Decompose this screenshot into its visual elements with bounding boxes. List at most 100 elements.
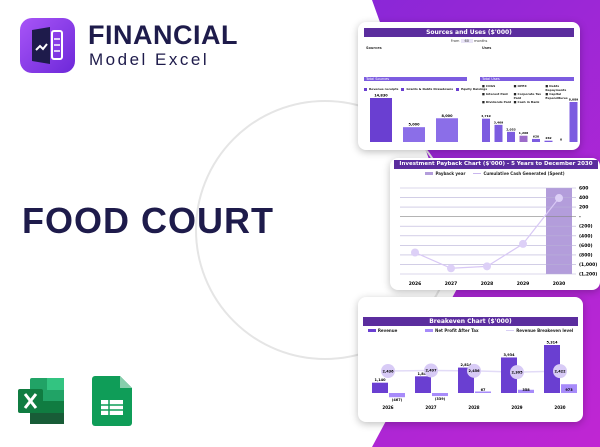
bar-label: 2,053	[506, 127, 516, 131]
from-value[interactable]: 60	[460, 39, 473, 43]
legend-item: Grants & Debts Drawdowns	[401, 87, 453, 91]
bar-label: (467)	[392, 398, 403, 402]
legend-label: Payback year	[435, 171, 466, 176]
bar-label: 2,814	[460, 363, 472, 367]
payback-chart: 600 400 200 - (200) (400) (600) (800) (1,000) (1,…	[400, 186, 597, 287]
breakeven-label: 2,436	[382, 369, 394, 373]
revenue-bar	[544, 345, 560, 393]
use-bar	[494, 124, 503, 142]
profit-bar	[475, 391, 491, 393]
breakeven-card: Breakeven Chart ($'000) Revenue Net Prof…	[358, 297, 583, 422]
legend-item: Equity Raisings	[456, 87, 487, 91]
sources-label: Sources	[366, 46, 382, 50]
profit-bar	[518, 389, 534, 393]
breakeven-point	[424, 363, 438, 378]
bar-label: 8,000	[441, 114, 453, 118]
source-bar	[403, 127, 425, 142]
bar-label: 8,089	[569, 98, 579, 102]
legend-label: Revenue Breakeven level	[516, 328, 574, 333]
bar-label: 3,469	[494, 120, 504, 124]
revenue-bar	[501, 357, 517, 393]
breakeven-label: 2,305	[511, 370, 523, 374]
y-tick-label: 400	[579, 195, 588, 201]
legend-label: Net Profit After Tax	[434, 328, 479, 333]
breakeven-label: 2,497	[425, 369, 437, 373]
bar-label: 67	[481, 388, 486, 392]
source-bar	[370, 98, 392, 142]
use-bar	[507, 131, 515, 142]
y-tick-label: (200)	[579, 224, 593, 230]
legend-swatch	[424, 329, 433, 332]
bar-label: 620	[533, 134, 539, 138]
y-tick-label: -	[579, 215, 581, 220]
bar-label: 0	[560, 138, 562, 142]
use-bar	[569, 102, 578, 142]
legend-item: Revenue receipts	[364, 87, 398, 91]
breakeven-point	[553, 364, 567, 379]
use-bar	[482, 118, 490, 142]
profit-bar	[389, 393, 405, 398]
use-bar	[519, 135, 528, 142]
bar-label: 262	[545, 136, 551, 140]
bar-label: 14,830	[374, 94, 388, 98]
legend-item: ■ Dividends Paid	[482, 100, 511, 104]
brand-name: FINANCIAL	[88, 20, 238, 50]
data-point	[555, 194, 563, 203]
y-tick-label: (1,200)	[579, 272, 597, 278]
breakeven-title: Breakeven Chart ($'000)	[363, 317, 578, 326]
profit-bar	[561, 384, 577, 393]
x-tick-label: 2027	[425, 405, 436, 410]
data-point	[483, 262, 491, 271]
x-tick-label: 2026	[382, 405, 393, 410]
bar-label: 1,140	[374, 378, 386, 382]
breakeven-legend: Revenue Net Profit After Tax Revenue Bre…	[358, 328, 583, 333]
legend-item: ■ COGS	[482, 84, 496, 88]
y-tick-label: (800)	[579, 252, 593, 258]
data-point	[447, 264, 455, 273]
uses-legend: ■ COGS ■ OPEX ■ Debts Repayments ■ Interest…	[482, 84, 577, 104]
logo-icon	[20, 18, 75, 73]
months-label: months	[474, 39, 488, 43]
payback-year-bar	[546, 188, 572, 274]
x-tick-label: 2028	[468, 405, 479, 410]
bar-label: 4,719	[481, 114, 491, 118]
sources-uses-title: Sources and Uses ($'000)	[364, 28, 574, 37]
x-tick-label: 2029	[511, 405, 522, 410]
x-tick-label: 2028	[481, 281, 494, 287]
from-label: From	[450, 39, 460, 43]
bar-label: 973	[565, 388, 573, 392]
bar-label: 1,848	[417, 372, 429, 376]
legend-swatch	[367, 329, 376, 332]
revenue-bar	[372, 382, 388, 393]
brand-subtitle: Model Excel	[89, 50, 210, 69]
bar-label: 5,314	[546, 341, 558, 345]
uses-label: Uses	[482, 46, 492, 50]
breakeven-chart: 1,140 (467) 2,436 2026 1,848 (339) 2,497 2027 2,…	[372, 341, 577, 410]
bar-label: (339)	[435, 397, 446, 401]
breakeven-point	[381, 363, 395, 378]
use-bar	[544, 140, 553, 142]
page-title: FOOD COURT	[22, 200, 274, 241]
legend-swatch	[506, 330, 515, 331]
y-tick-label: 200	[579, 205, 588, 211]
data-point	[519, 239, 527, 248]
legend-swatch	[473, 173, 482, 174]
x-tick-label: 2029	[517, 281, 530, 287]
payback-title: Investment Payback Chart ($'000) - 5 Yea…	[394, 160, 598, 169]
revenue-bar	[415, 376, 431, 393]
legend-item: ■ Interest Paid	[482, 92, 508, 96]
y-tick-label: 600	[579, 186, 588, 192]
excel-icon	[18, 378, 64, 424]
bar-label: 358	[522, 388, 530, 392]
profit-bar	[432, 393, 448, 397]
legend-item: ■ Corporate Tax Paid	[513, 92, 542, 100]
breakeven-point	[467, 363, 481, 378]
breakeven-label: 2,456	[468, 369, 480, 373]
legend-item: ■ Capital Expenditures	[545, 92, 568, 100]
bar-label: 3,934	[503, 353, 515, 357]
x-tick-label: 2030	[554, 405, 565, 410]
x-tick-label: 2027	[445, 281, 458, 287]
cumulative-cash-line	[414, 197, 560, 269]
breakeven-label: 2,422	[554, 369, 566, 373]
